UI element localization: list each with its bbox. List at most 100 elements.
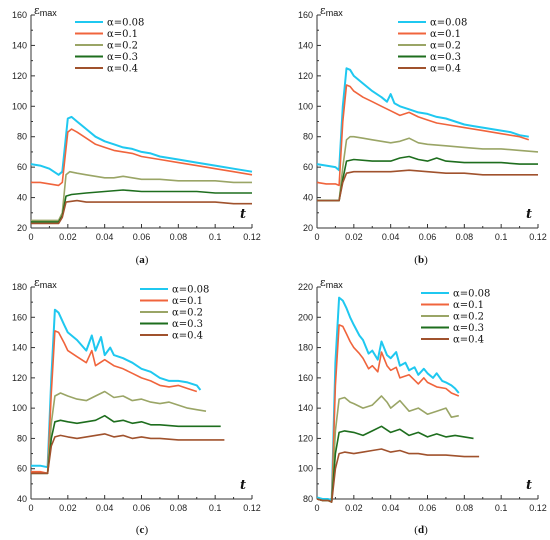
caption-panel-b: (b) — [414, 254, 428, 266]
y-tick-label: 40 — [17, 193, 27, 203]
y-tick-label: 120 — [12, 373, 27, 383]
x-tick-label: 0.1 — [495, 232, 508, 242]
y-tick-label: 100 — [12, 101, 27, 111]
y-axis-label: εmax — [320, 4, 343, 18]
x-tick-label: 0.04 — [382, 232, 400, 242]
legend-label-3: α=0.3 — [107, 52, 138, 63]
series-line-0 — [30, 115, 253, 176]
legend-label-1: α=0.1 — [453, 300, 484, 311]
caption-panel-c: (c) — [136, 524, 149, 536]
y-tick-label: 60 — [303, 162, 313, 172]
x-tick-label: 0.08 — [170, 232, 188, 242]
x-tick-label: 0.1 — [209, 503, 222, 513]
y-tick-label: 120 — [298, 433, 313, 443]
series-line-1 — [316, 324, 460, 503]
y-tick-label: 220 — [298, 282, 313, 292]
y-tick-label: 140 — [12, 40, 27, 50]
y-tick-label: 140 — [12, 343, 27, 353]
chart-panel-2: 0 0.02 0.04 0.06 0.08 0.1 0.12 40 60 80 100 120 140 1… — [12, 276, 261, 513]
y-tick-label: 160 — [298, 10, 313, 20]
y-tick-label: 140 — [298, 40, 313, 50]
x-tick-label: 0.04 — [96, 232, 114, 242]
legend-label-2: α=0.2 — [172, 308, 203, 319]
y-axis-label: εmax — [34, 4, 57, 18]
legend-label-3: α=0.3 — [430, 52, 461, 63]
y-axis-label-main: ε — [34, 4, 40, 17]
x-tick-label: 0.02 — [345, 503, 363, 513]
x-tick-label: 0.06 — [133, 232, 151, 242]
y-axis-label-main: ε — [320, 276, 326, 289]
series-line-1 — [31, 128, 253, 187]
legend-label-0: α=0.08 — [107, 18, 144, 29]
y-tick-label: 160 — [298, 373, 313, 383]
x-axis-label: t — [526, 478, 532, 493]
x-tick-label: 0.06 — [419, 232, 437, 242]
series-line-0 — [316, 296, 460, 502]
y-tick-label: 80 — [303, 132, 313, 142]
x-tick-label: 0.06 — [419, 503, 437, 513]
y-tick-label: 40 — [17, 494, 27, 504]
y-tick-label: 160 — [12, 312, 27, 322]
x-tick-label: 0.12 — [243, 503, 261, 513]
legend-label-4: α=0.4 — [107, 64, 138, 75]
series-line-2 — [316, 395, 459, 503]
x-tick-label: 0.04 — [382, 503, 400, 513]
chart-panel-1: 0 0.02 0.04 0.06 0.08 0.1 0.12 20 40 60 80 100 120 14… — [298, 4, 547, 242]
x-tick-label: 0 — [28, 503, 33, 513]
y-tick-label: 20 — [17, 223, 27, 233]
y-axis-label-sub: max — [40, 280, 58, 290]
chart-panel-3: 0 0.02 0.04 0.06 0.08 0.1 0.12 80 100 120 140 160 18… — [298, 276, 547, 513]
x-tick-label: 0.1 — [495, 503, 508, 513]
series-line-0 — [316, 67, 529, 172]
y-tick-label: 200 — [298, 312, 313, 322]
x-tick-label: 0.08 — [456, 232, 474, 242]
legend-label-3: α=0.3 — [453, 323, 484, 334]
y-tick-label: 100 — [298, 464, 313, 474]
x-tick-label: 0 — [314, 503, 319, 513]
series-line-4 — [31, 199, 252, 225]
y-tick-label: 160 — [12, 10, 27, 20]
x-tick-label: 0.02 — [59, 503, 77, 513]
y-tick-label: 80 — [17, 433, 27, 443]
series-line-2 — [317, 135, 539, 202]
series-line-1 — [316, 84, 530, 187]
x-tick-label: 0.12 — [243, 232, 261, 242]
y-axis-label-sub: max — [326, 280, 344, 290]
x-tick-label: 0.12 — [529, 503, 547, 513]
y-tick-label: 20 — [303, 223, 313, 233]
x-tick-label: 0.02 — [345, 232, 363, 242]
series-line-3 — [316, 425, 474, 503]
y-tick-label: 60 — [17, 464, 27, 474]
x-axis-label: t — [240, 478, 246, 493]
legend-label-0: α=0.08 — [172, 285, 209, 296]
legend-label-1: α=0.1 — [107, 29, 138, 40]
y-axis-label-sub: max — [326, 8, 344, 18]
legend-label-1: α=0.1 — [430, 29, 461, 40]
x-tick-label: 0 — [28, 232, 33, 242]
y-tick-label: 180 — [12, 282, 27, 292]
legend-label-0: α=0.08 — [430, 18, 467, 29]
caption-panel-a: (a) — [136, 254, 149, 266]
caption-panel-d: (d) — [414, 524, 428, 536]
x-tick-label: 0.08 — [170, 503, 188, 513]
x-tick-label: 0.08 — [456, 503, 474, 513]
y-axis-label-sub: max — [40, 8, 58, 18]
x-tick-label: 0.12 — [529, 232, 547, 242]
legend-label-2: α=0.2 — [430, 41, 461, 52]
y-axis-label: εmax — [320, 276, 343, 290]
x-tick-label: 0.02 — [59, 232, 77, 242]
series-line-3 — [31, 414, 221, 475]
y-tick-label: 100 — [12, 403, 27, 413]
x-tick-label: 0 — [314, 232, 319, 242]
y-axis-label-main: ε — [320, 4, 326, 17]
y-tick-label: 40 — [303, 193, 313, 203]
series-line-4 — [317, 169, 538, 202]
y-tick-label: 180 — [298, 343, 313, 353]
chart-panel-0: 0 0.02 0.04 0.06 0.08 0.1 0.12 20 40 60 80 100 120 14… — [12, 4, 261, 242]
series-line-1 — [31, 330, 198, 475]
y-axis-label-main: ε — [34, 276, 40, 289]
legend-label-3: α=0.3 — [172, 319, 203, 330]
y-tick-label: 100 — [298, 101, 313, 111]
legend-label-4: α=0.4 — [453, 335, 484, 346]
